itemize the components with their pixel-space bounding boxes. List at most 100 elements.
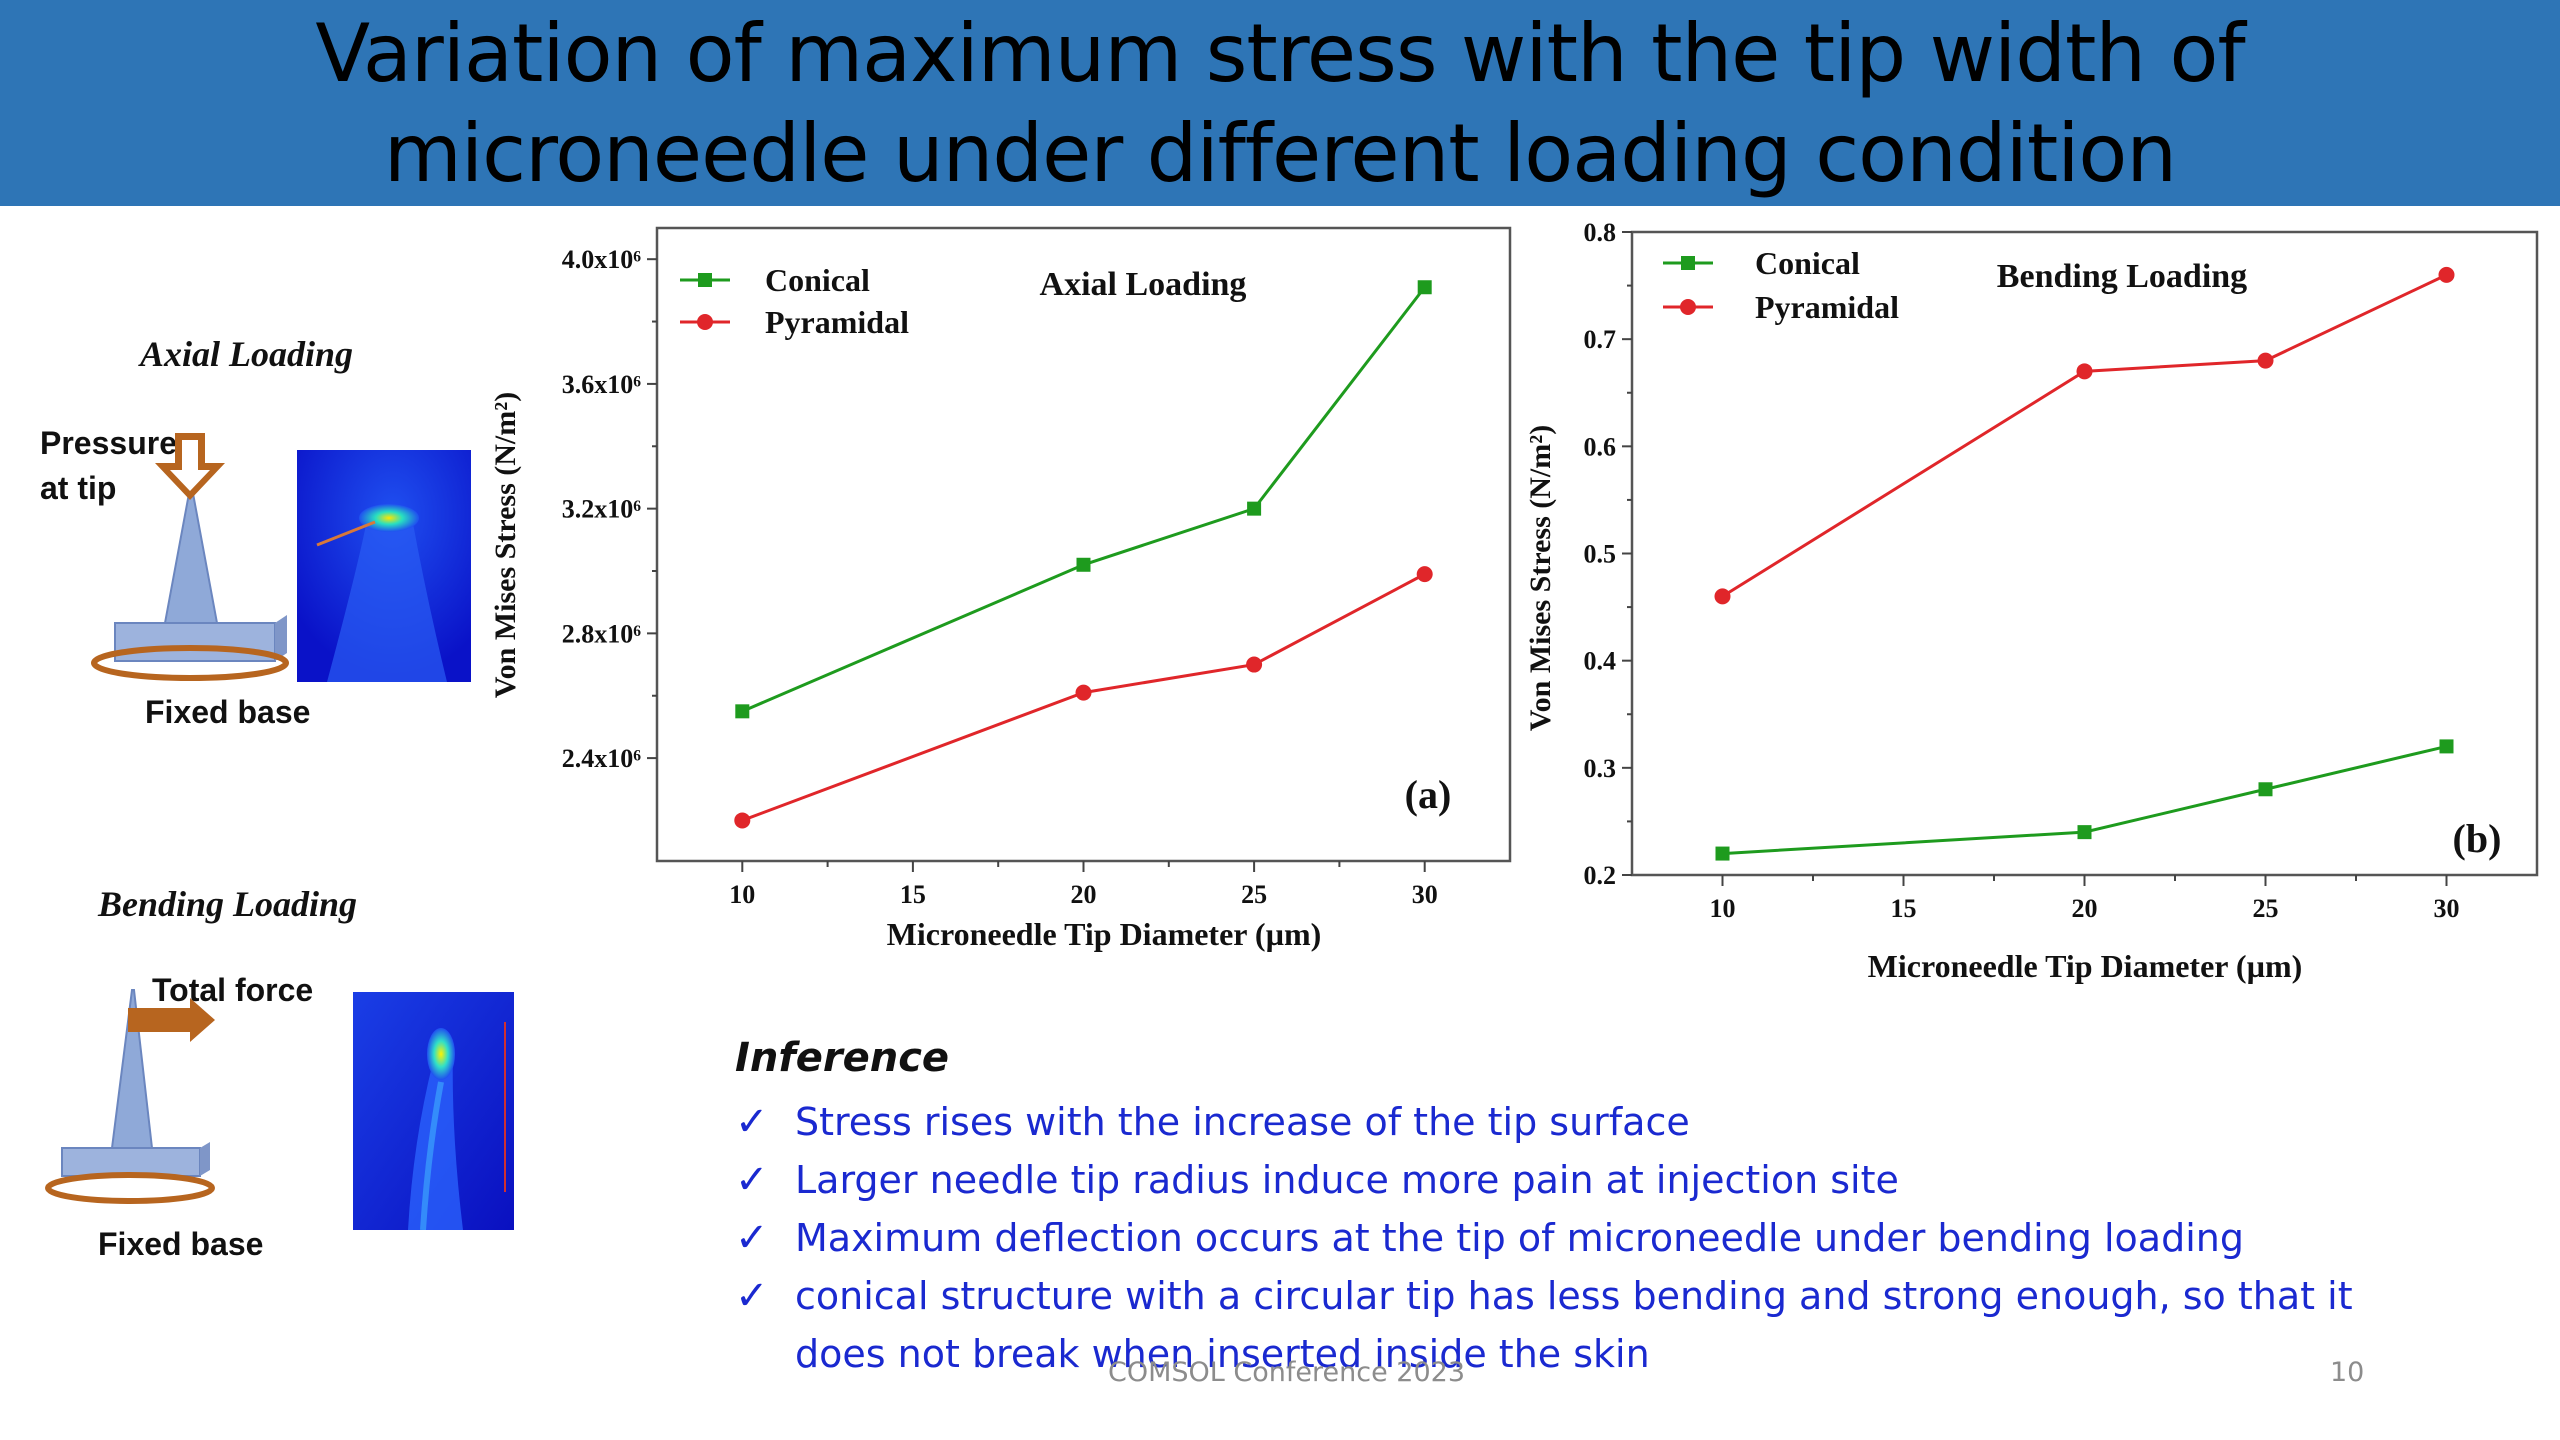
plot-frame <box>655 226 1512 863</box>
x-tick-label: 15 <box>1891 894 1917 923</box>
legend-marker-conical <box>698 273 712 287</box>
data-point-conical <box>1417 280 1432 295</box>
x-tick-label: 10 <box>729 880 755 909</box>
series-line-conical <box>741 286 1426 713</box>
x-tick-label: 20 <box>2072 894 2098 923</box>
data-point-conical <box>2258 782 2273 797</box>
tick-layer: 10 15 20 25 30 0.2 0.3 0.4 0.5 0.6 0.7 0.8 <box>1584 220 2460 923</box>
bending-loading-title: Bending Loading <box>98 884 358 924</box>
y-tick-label: 4.0x10⁶ <box>562 245 642 274</box>
inference-item: ✓ Maximum deflection occurs at the tip o… <box>735 1209 2395 1267</box>
checkmark-icon: ✓ <box>735 1157 769 1203</box>
total-force-label: Total force <box>152 972 314 1008</box>
bending-needle-schematic <box>45 989 215 1204</box>
inference-title: Inference <box>735 1035 950 1081</box>
axial-needle-cone <box>163 487 219 624</box>
y-axis-label: Von Mises Stress (N/m²) <box>489 392 522 699</box>
legend-marker-pyramidal <box>1680 299 1696 315</box>
x-tick-label: 30 <box>1412 880 1438 909</box>
axial-fixed-base-label: Fixed base <box>145 694 311 730</box>
data-point-pyramidal <box>2257 352 2274 369</box>
axial-stress-contour-image <box>297 450 471 682</box>
y-tick-label: 0.6 <box>1584 432 1617 461</box>
inference-item: ✓ conical structure with a circular tip … <box>735 1267 2395 1383</box>
inference-item-text: Stress rises with the increase of the ti… <box>795 1100 1690 1144</box>
inference-item: ✓ Stress rises with the increase of the … <box>735 1093 2395 1151</box>
inference-item-text: conical structure with a circular tip ha… <box>795 1274 2353 1376</box>
x-tick-label: 25 <box>2253 894 2279 923</box>
axial-base-block <box>114 622 276 662</box>
data-point-pyramidal <box>734 812 751 829</box>
y-axis-label: Von Mises Stress (N/m²) <box>1524 425 1557 732</box>
down-arrow-icon <box>155 433 225 500</box>
bending-fixed-base-label: Fixed base <box>98 1226 264 1262</box>
footer-page-number: 10 <box>2330 1357 2365 1388</box>
legend-marker-pyramidal <box>697 314 713 330</box>
data-point-conical <box>2439 739 2454 754</box>
data-point-pyramidal <box>1075 684 1092 701</box>
axial-needle-schematic <box>91 433 289 681</box>
data-point-pyramidal <box>2438 266 2455 283</box>
data-point-conical <box>1247 501 1262 516</box>
x-tick-label: 20 <box>1071 880 1097 909</box>
x-tick-label: 15 <box>900 880 926 909</box>
y-tick-label: 0.7 <box>1584 325 1617 354</box>
data-point-conical <box>735 704 750 719</box>
series-line-conical <box>1722 744 2447 856</box>
data-point-conical <box>1715 846 1730 861</box>
x-tick-label: 30 <box>2434 894 2460 923</box>
y-tick-label: 0.8 <box>1584 220 1617 247</box>
slide-title-line-1: Variation of maximum stress with the tip… <box>315 7 2245 100</box>
series-line-pyramidal <box>741 572 1426 822</box>
legend-label-conical: Conical <box>1755 245 1860 281</box>
x-axis-label: Microneedle Tip Diameter (µm) <box>887 916 1322 952</box>
series-line-pyramidal <box>1721 273 2448 598</box>
chart-title: Axial Loading <box>1040 266 1247 303</box>
legend-label-conical: Conical <box>765 262 870 298</box>
axial-loading-title: Axial Loading <box>140 334 354 374</box>
right-arrow-icon <box>128 998 215 1042</box>
checkmark-icon: ✓ <box>735 1273 769 1319</box>
bending-fixed-ring <box>45 1172 215 1204</box>
bending-base-side <box>200 1142 210 1176</box>
inference-item-text: Larger needle tip radius induce more pai… <box>795 1158 1899 1202</box>
axial-chart: 10 15 20 25 30 2.4x10⁶ 2.8x10⁶ 3.2x10⁶ 3.6x10⁶ 4.… <box>489 226 1512 952</box>
pressure-label-line2: at tip <box>40 470 117 506</box>
panel-label: (b) <box>2453 816 2502 861</box>
x-axis-label: Microneedle Tip Diameter (µm) <box>1868 948 2303 984</box>
x-tick-label: 25 <box>1241 880 1267 909</box>
slide-title-line-2: microneedle under different loading cond… <box>383 107 2177 200</box>
title-bar: Variation of maximum stress with the tip… <box>0 0 2560 206</box>
bending-base-block <box>61 1147 201 1177</box>
inference-item-text: Maximum deflection occurs at the tip of … <box>795 1216 2244 1260</box>
data-point-conical <box>2077 825 2092 840</box>
y-tick-label: 2.8x10⁶ <box>562 619 642 648</box>
checkmark-icon: ✓ <box>735 1215 769 1261</box>
pressure-label-line1: Pressure <box>40 425 177 461</box>
inference-item: ✓ Larger needle tip radius induce more p… <box>735 1151 2395 1209</box>
y-tick-label: 2.4x10⁶ <box>562 744 642 773</box>
data-point-pyramidal <box>2076 363 2093 380</box>
y-tick-label: 0.3 <box>1584 754 1617 783</box>
legend-label-pyramidal: Pyramidal <box>765 304 909 340</box>
data-point-pyramidal <box>1246 656 1263 673</box>
footer-conference: COMSOL Conference 2023 <box>1108 1357 1465 1388</box>
checkmark-icon: ✓ <box>735 1099 769 1145</box>
y-tick-label: 0.5 <box>1584 540 1617 569</box>
data-point-pyramidal <box>1416 566 1433 583</box>
y-tick-label: 0.4 <box>1584 647 1617 676</box>
series-layer <box>734 280 1433 829</box>
bending-chart: 10 15 20 25 30 0.2 0.3 0.4 0.5 0.6 0.7 0.8 Bending … <box>1524 220 2539 984</box>
legend: Conical Pyramidal <box>680 262 909 340</box>
panel-label: (a) <box>1405 772 1452 817</box>
tick-layer: 10 15 20 25 30 2.4x10⁶ 2.8x10⁶ 3.2x10⁶ 3.6x10⁶ 4.… <box>562 245 1438 909</box>
x-tick-label: 10 <box>1710 894 1736 923</box>
chart-title: Bending Loading <box>1997 258 2247 295</box>
y-tick-label: 3.2x10⁶ <box>562 495 642 524</box>
legend-marker-conical <box>1681 256 1695 270</box>
legend-label-pyramidal: Pyramidal <box>1755 289 1899 325</box>
axial-base-side <box>275 615 287 661</box>
axial-fixed-ring <box>91 645 289 681</box>
plot-frame <box>1630 230 2539 877</box>
data-point-conical <box>1076 557 1091 572</box>
